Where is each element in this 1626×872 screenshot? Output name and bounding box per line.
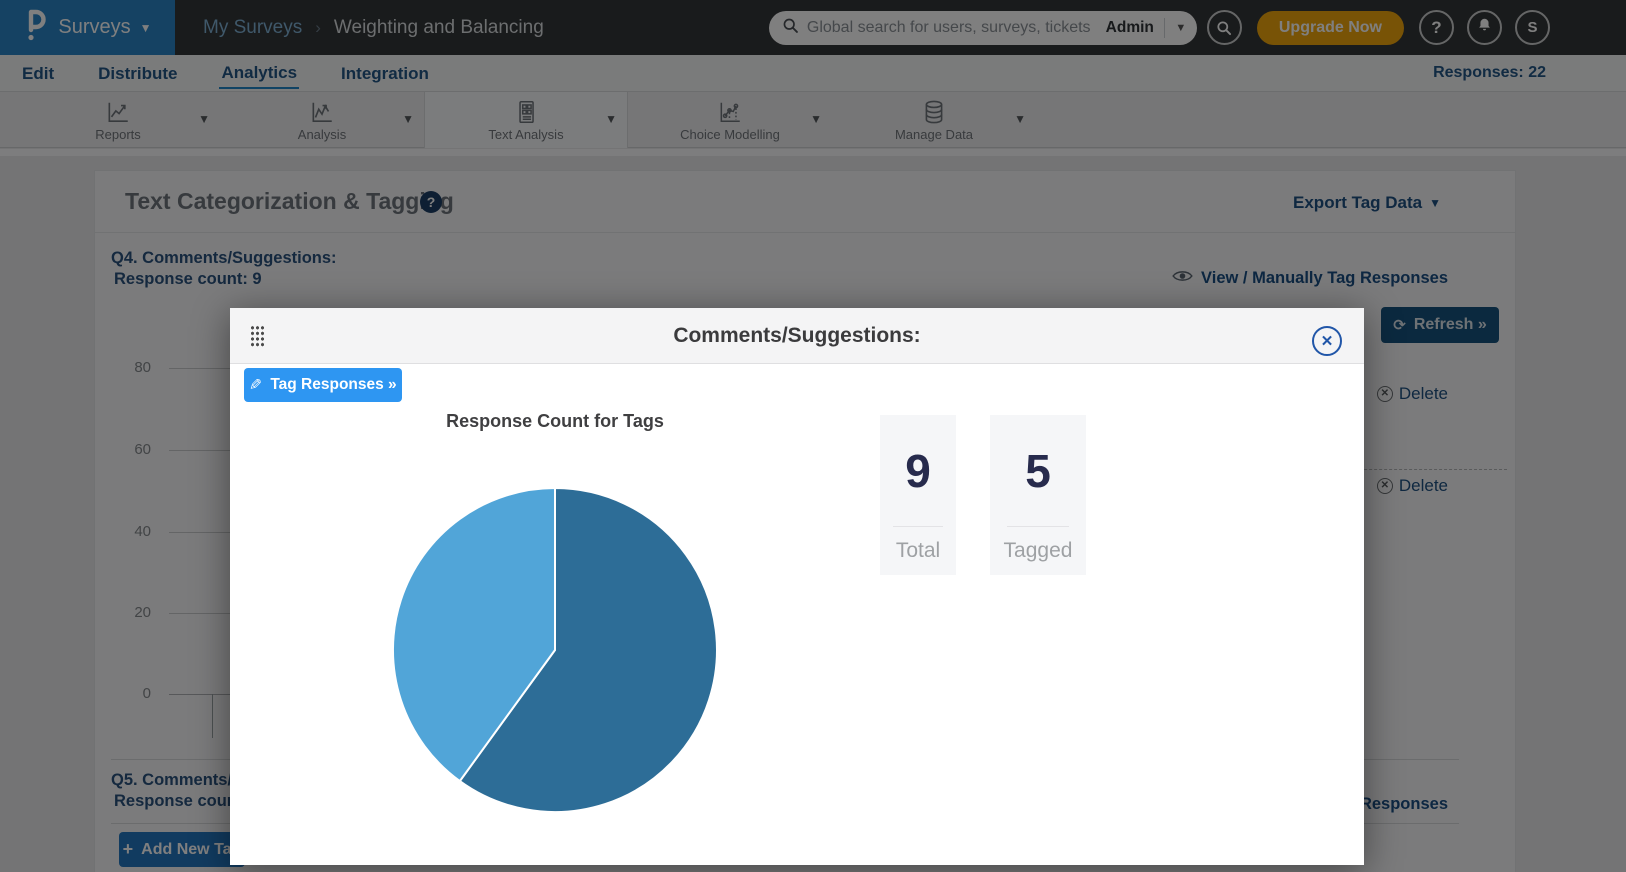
pie-chart-title: Response Count for Tags <box>446 411 664 431</box>
close-icon[interactable]: ✕ <box>1312 326 1342 356</box>
stat-tagged: 5 Tagged <box>990 415 1086 575</box>
stat-divider <box>893 526 943 527</box>
pencil-square-icon: ✎ <box>249 376 263 394</box>
tag-responses-label: Tag Responses » <box>270 376 397 393</box>
stat-divider <box>1006 526 1070 527</box>
pie-slice <box>392 486 556 783</box>
stat-total: 9 Total <box>880 415 956 575</box>
pie-chart <box>385 480 725 820</box>
stat-total-label: Total <box>895 539 941 562</box>
stat-total-value: 9 <box>905 444 931 497</box>
pie-slice <box>458 486 718 813</box>
stat-tagged-value: 5 <box>1025 444 1051 497</box>
comments-suggestions-modal: Comments/Suggestions: ✕ ✎ Tag Responses … <box>230 308 1364 865</box>
modal-title: Comments/Suggestions: <box>673 324 921 347</box>
stat-tagged-label: Tagged <box>1003 539 1073 562</box>
modal-header: Comments/Suggestions: ✕ <box>230 308 1364 364</box>
drag-dots-icon[interactable] <box>250 325 264 347</box>
tag-responses-button[interactable]: ✎ Tag Responses » <box>244 368 402 402</box>
